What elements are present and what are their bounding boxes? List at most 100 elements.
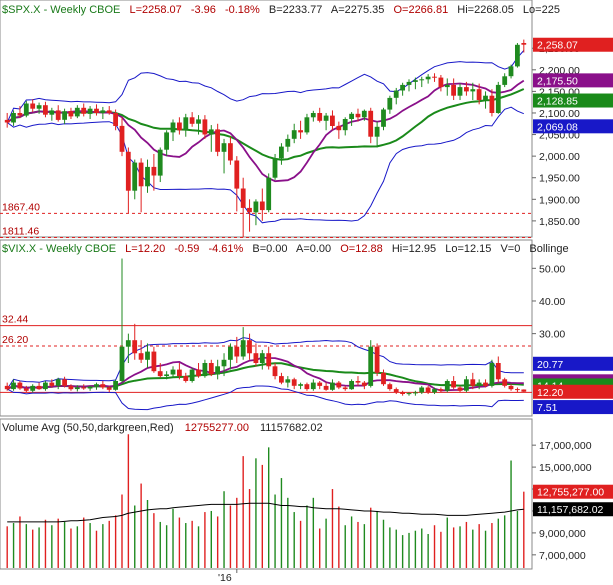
- vix-high: Hi=12.95: [392, 243, 436, 255]
- vix-candle-body: [349, 381, 354, 390]
- volume-value-tag-label: 12,755,277.00: [537, 487, 604, 499]
- vix-candle-body: [464, 379, 469, 391]
- vix-reference-label: 32.44: [2, 314, 28, 326]
- volume-tick-label: 9,000,000: [539, 528, 586, 540]
- price-last: L=2258.07: [129, 4, 181, 16]
- price-candle-body: [285, 138, 291, 147]
- price-candle-body: [387, 97, 393, 110]
- price-candle-body: [94, 108, 99, 113]
- price-candle-body: [62, 111, 67, 120]
- price-tick-label: 2,100.00: [539, 108, 580, 120]
- price-candle-body: [349, 113, 354, 119]
- price-candle-body: [68, 111, 74, 117]
- vix-candle-body: [387, 384, 393, 390]
- vix-value-tag: [533, 384, 613, 399]
- vix-symbol: $VIX.X - Weekly CBOE: [2, 243, 116, 255]
- price-candle-body: [177, 122, 182, 131]
- vix-tick-label: 30.00: [539, 329, 565, 341]
- vix-candle-body: [106, 387, 112, 390]
- price-candle-body: [202, 119, 208, 135]
- price-value-tag-label: 2,175.50: [537, 75, 578, 87]
- vix-candle-body: [381, 372, 386, 385]
- price-candle-body: [183, 117, 189, 131]
- vix-value-tag-label: 12.20: [537, 387, 563, 399]
- price-candle-body: [374, 126, 380, 137]
- price-candle-body: [432, 76, 437, 78]
- price-candle-body: [113, 113, 118, 126]
- vix-candle-body: [196, 369, 201, 377]
- vix-candle-body: [432, 389, 437, 393]
- vix-candle-body: [253, 353, 259, 363]
- vix-candle-body: [323, 385, 329, 390]
- vix-low: Lo=12.15: [445, 243, 491, 255]
- price-candle-body: [310, 113, 316, 118]
- vix-candle-body: [483, 382, 488, 386]
- vix-candle-body: [36, 385, 42, 390]
- price-tick-label: 1,900.00: [539, 194, 580, 206]
- price-value-tag-label: 2,069.08: [537, 121, 578, 133]
- price-candle-body: [406, 81, 412, 85]
- price-tick-label: 1,850.00: [539, 216, 580, 228]
- vix-candle-body: [508, 385, 514, 390]
- price-value-tag: [533, 93, 613, 108]
- vix-candle-body: [476, 382, 482, 386]
- vix-candle-body: [342, 387, 348, 390]
- volume-tick-label: 15,000,000: [539, 462, 592, 474]
- price-candle-body: [36, 105, 42, 109]
- vix-candle-body: [406, 393, 412, 395]
- price-candle-body: [272, 158, 278, 178]
- price-value-tag: [533, 37, 613, 52]
- price-candle-body: [413, 80, 418, 82]
- price-open: O=2266.81: [393, 4, 448, 16]
- price-ask: A=2275.35: [331, 4, 385, 16]
- vix-reference-label: 26.20: [2, 334, 28, 346]
- vix-candle-body: [425, 387, 431, 393]
- vix-value-tag-label: 20.77: [537, 359, 563, 371]
- vix-candle-body: [336, 382, 342, 388]
- price-candle-body: [189, 117, 195, 124]
- price-pct: -0.18%: [225, 4, 260, 16]
- vix-candle-body: [279, 376, 284, 383]
- vix-candle-body: [100, 384, 106, 388]
- price-candle-body: [368, 110, 374, 137]
- vix-candle-body: [4, 385, 10, 390]
- vix-candle-body: [451, 381, 456, 388]
- price-candle-body: [323, 115, 329, 121]
- vix-candle-body: [310, 382, 316, 390]
- price-candle-body: [521, 43, 527, 45]
- price-candle-body: [196, 119, 201, 124]
- price-candle-body: [483, 95, 488, 100]
- x-axis-year-label: '16: [218, 572, 232, 584]
- vix-candle-body: [157, 371, 163, 377]
- price-candle-body: [400, 84, 405, 91]
- price-candle-body: [87, 108, 93, 114]
- vix-candle-body: [74, 387, 80, 390]
- price-candle-body: [457, 87, 463, 96]
- price-candle-body: [49, 110, 55, 115]
- vix-candle-body: [272, 366, 278, 377]
- vix-candle-body: [489, 363, 495, 386]
- price-candle-body: [330, 115, 335, 126]
- vix-candle-body: [113, 381, 118, 390]
- price-tick-label: 2,000.00: [539, 151, 580, 163]
- price-value-tag: [533, 73, 613, 88]
- price-candle-body: [489, 95, 495, 113]
- price-candle-body: [508, 66, 514, 77]
- vix-panel-frame: [0, 239, 533, 417]
- vix-candle-body: [259, 353, 265, 363]
- volume-header: Volume Avg (50,50,darkgreen,Red) 1275527…: [2, 422, 323, 434]
- price-candle-body: [228, 143, 233, 161]
- volume-value-tag-label: 11,157,682.02: [537, 504, 604, 516]
- price-candle-body: [425, 76, 431, 80]
- price-candle-body: [470, 89, 476, 92]
- vix-candle-body: [470, 379, 476, 386]
- vix-candle-body: [234, 346, 240, 357]
- vix-candle-body: [317, 382, 323, 386]
- price-candle-body: [361, 110, 367, 118]
- price-candle-body: [444, 84, 450, 88]
- price-candle-body: [247, 207, 252, 213]
- price-candle-body: [145, 166, 150, 187]
- vix-candle-body: [215, 366, 220, 375]
- vix-candle-body: [87, 386, 93, 389]
